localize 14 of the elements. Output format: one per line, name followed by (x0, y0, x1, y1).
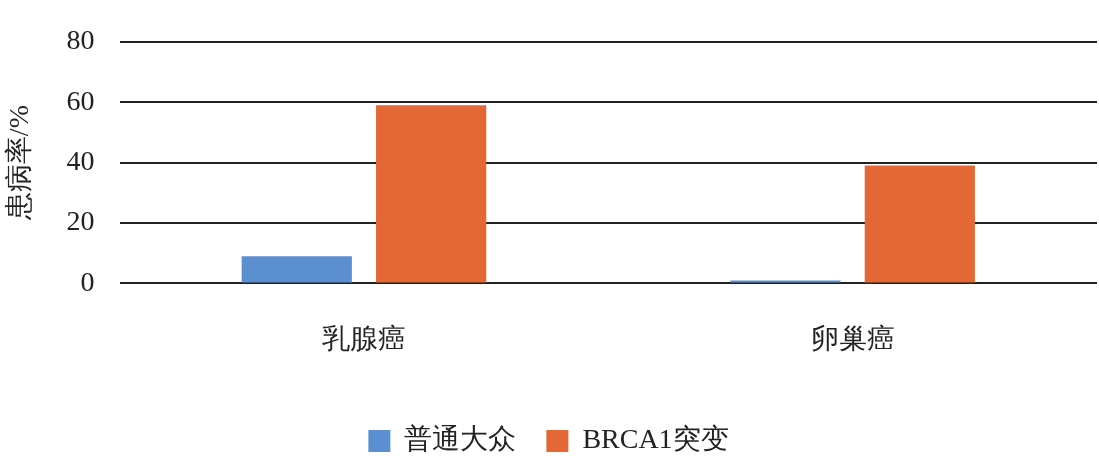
x-tick-label: 乳腺癌 (321, 322, 406, 354)
bar (864, 165, 975, 283)
bar (241, 256, 352, 283)
legend-label: BRCA1突变 (582, 423, 729, 455)
legend-label: 普通大众 (404, 423, 517, 455)
y-tick-label: 20 (66, 205, 95, 237)
y-tick-label: 40 (66, 144, 95, 176)
bar (730, 280, 841, 283)
bar (376, 105, 487, 283)
y-tick-label: 60 (66, 84, 95, 116)
y-tick-label: 80 (66, 24, 95, 56)
y-axis-title: 患病率/% (3, 105, 35, 222)
x-tick-label: 卵巢癌 (810, 322, 895, 354)
y-tick-label: 0 (80, 265, 95, 297)
